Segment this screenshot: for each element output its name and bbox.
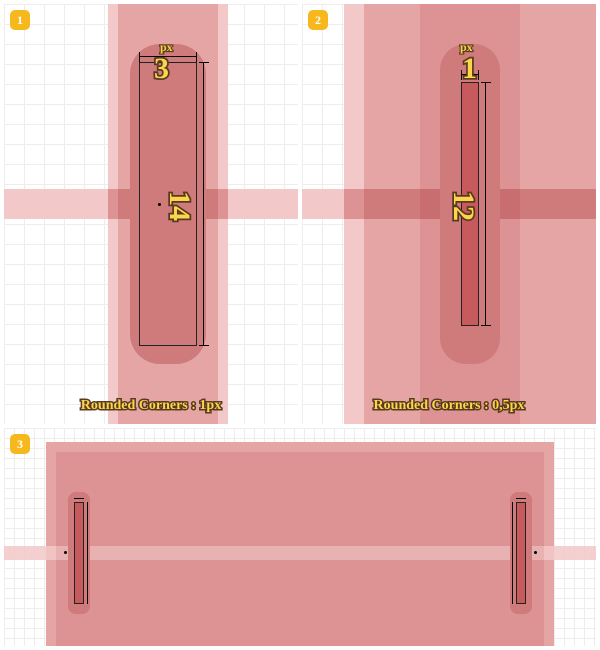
- p1-h-t1: [199, 62, 209, 63]
- p3-right-dot: [534, 551, 537, 554]
- step-badge-2: 2: [308, 10, 328, 30]
- p3-left-rect: [74, 502, 84, 604]
- p3-r-top: [516, 498, 526, 499]
- p3-right-rect: [516, 502, 526, 604]
- step-badge-1-text: 1: [17, 13, 23, 28]
- panel-2: px 1 12 Rounded Corners : 0,5px 2: [302, 4, 596, 424]
- p3-l-top: [74, 498, 84, 499]
- p2-width-value: 1: [462, 52, 477, 86]
- p3-left-dot: [64, 551, 67, 554]
- step-badge-3-text: 3: [17, 437, 23, 452]
- p3-r-side: [512, 502, 513, 604]
- p1-h-line: [203, 62, 204, 346]
- p1-h-t2: [199, 345, 209, 346]
- p1-center-dot: [158, 203, 161, 206]
- p2-rc-label: Rounded Corners : 0,5px: [374, 398, 525, 414]
- step-badge-3: 3: [10, 434, 30, 454]
- step-badge-1: 1: [10, 10, 30, 30]
- panel-1: px 3 14 Rounded Corners : 1px 1: [4, 4, 298, 424]
- p1-height-value: 14: [162, 191, 196, 221]
- p1-w-t1: [139, 52, 140, 62]
- p2-w-t2: [478, 70, 479, 80]
- panel-3: 3: [4, 428, 596, 646]
- p2-h-t1: [481, 82, 491, 83]
- p3-l-side: [87, 502, 88, 604]
- p1-width-value: 3: [154, 52, 169, 86]
- p1-rc-label: Rounded Corners : 1px: [81, 398, 221, 414]
- p2-h-line: [485, 82, 486, 326]
- step-badge-2-text: 2: [315, 13, 321, 28]
- p3-hstrip-over: [56, 546, 544, 560]
- p2-height-value: 12: [446, 191, 480, 221]
- p2-h-t2: [481, 325, 491, 326]
- p1-w-t2: [196, 52, 197, 62]
